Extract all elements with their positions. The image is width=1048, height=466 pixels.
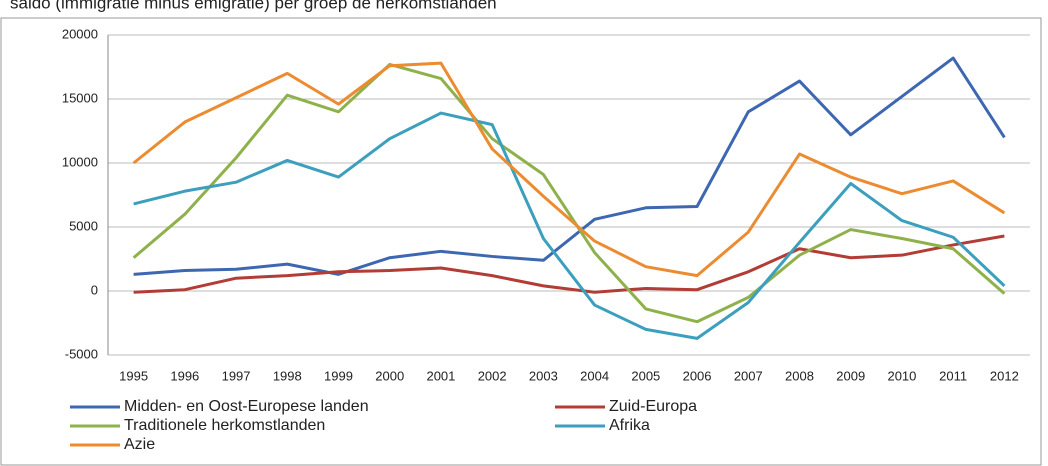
y-tick-label: -5000 [65,346,98,361]
x-tick-label: 2001 [426,368,455,383]
x-tick-label: 2005 [631,368,660,383]
x-tick-label: 2007 [734,368,763,383]
x-tick-label: 2008 [785,368,814,383]
series-line [133,234,1005,294]
x-tick-label: 2006 [683,368,712,383]
x-tick-label: 2011 [939,368,967,383]
x-tick-label: 2004 [580,368,609,383]
legend-label: Zuid-Europa [609,398,697,415]
legend-label: Midden- en Oost-Europese landen [124,398,369,415]
x-tick-label: 1995 [119,368,148,383]
x-tick-label: 2012 [990,368,1019,383]
y-tick-label: 10000 [62,154,98,169]
series-line [133,111,1006,340]
x-tick-label: 2010 [887,368,916,383]
series-line [133,56,1006,276]
x-tick-label: 2009 [836,368,865,383]
legend-label: Afrika [609,417,650,434]
x-tick-label: 1997 [222,368,251,383]
x-tick-label: 1999 [324,368,353,383]
x-tick-label: 1998 [273,368,302,383]
legend-label: Azie [124,436,155,453]
y-tick-label: 0 [91,282,98,297]
x-tick-label: 2002 [478,368,507,383]
x-tick-label: 2000 [375,368,404,383]
series-line [132,61,1006,278]
x-tick-label: 1996 [170,368,199,383]
x-tick-label: 2003 [529,368,558,383]
series-line [132,62,1006,324]
chart-border [0,17,1042,466]
chart-title: saldo (immigratie minus emigratie) per g… [10,0,497,12]
y-tick-label: 15000 [62,90,98,105]
legend-label: Traditionele herkomstlanden [124,417,325,434]
y-tick-label: 5000 [69,218,98,233]
y-tick-label: 20000 [62,26,98,41]
